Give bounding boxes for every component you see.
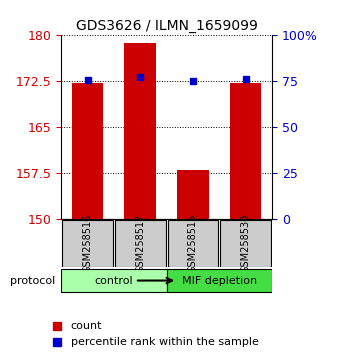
Bar — [72, 82, 103, 219]
Text: count: count — [70, 321, 102, 331]
FancyBboxPatch shape — [62, 220, 113, 267]
Bar — [177, 170, 209, 219]
Text: protocol: protocol — [10, 276, 55, 286]
Text: control: control — [95, 275, 133, 286]
FancyBboxPatch shape — [167, 269, 272, 292]
Title: GDS3626 / ILMN_1659099: GDS3626 / ILMN_1659099 — [76, 19, 257, 33]
FancyBboxPatch shape — [220, 220, 271, 267]
Text: GSM258517: GSM258517 — [135, 214, 145, 273]
FancyBboxPatch shape — [115, 220, 166, 267]
Text: GSM258515: GSM258515 — [188, 214, 198, 273]
Text: percentile rank within the sample: percentile rank within the sample — [70, 337, 258, 347]
FancyBboxPatch shape — [168, 220, 218, 267]
Text: MIF depletion: MIF depletion — [182, 275, 257, 286]
Bar — [230, 83, 261, 219]
FancyBboxPatch shape — [61, 269, 167, 292]
Text: GSM258530: GSM258530 — [241, 214, 251, 273]
Text: GSM258516: GSM258516 — [83, 214, 92, 273]
Bar — [124, 43, 156, 219]
